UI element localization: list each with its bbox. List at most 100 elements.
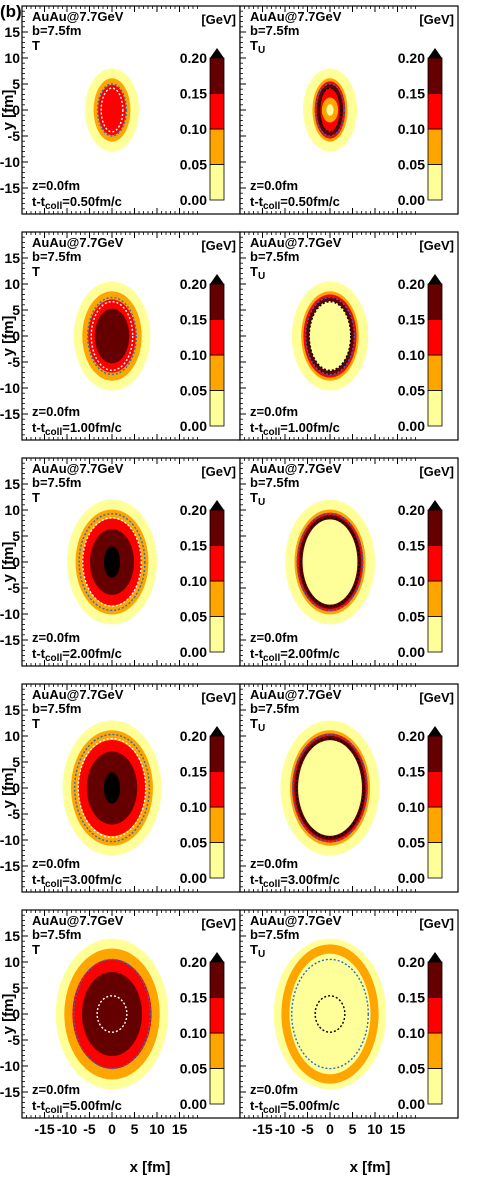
colorbar-tick-label: 0.15 (398, 764, 425, 780)
colorbar-tick-label: 0.15 (398, 538, 425, 554)
colorbar-tick-label: 0.15 (398, 990, 425, 1006)
y-tick-label: -15 (0, 632, 20, 648)
panel-T: 0.20 0.15 0.10 0.05 0.00 [GeV] AuAu@7.7GeVb=7.… (21, 457, 241, 667)
colorbar-tick-label: 0.10 (180, 347, 207, 363)
y-tick-label: -10 (0, 1058, 20, 1074)
colorbar-tick-label: 0.15 (180, 764, 207, 780)
time-label: t-tcoll=0.50fm/c (32, 194, 122, 212)
z-label: z=0.0fm (32, 856, 80, 871)
colorbar-segment (209, 961, 225, 998)
system-label: AuAu@7.7GeV (250, 687, 342, 702)
colorbar: 0.20 0.15 0.10 0.05 0.00 [GeV] (180, 12, 236, 208)
x-tick-label: -5 (301, 1121, 314, 1137)
colorbar-segment (427, 509, 443, 546)
panel-TU: 0.20 0.15 0.10 0.05 0.00 [GeV] AuAu@7.7GeVb=7.… (239, 909, 459, 1119)
panel-row: 0.200.150.100.050.00[GeV]AuAu@7.7GeVb=7.… (0, 909, 459, 1137)
colorbar-segment (209, 128, 225, 165)
y-axis-label: y [fm] (0, 994, 17, 1035)
colorbar-tick-label: 0.20 (398, 502, 425, 518)
quantity-label: T (32, 716, 40, 731)
z-label: z=0.0fm (32, 178, 80, 193)
colorbar: 0.20 0.15 0.10 0.05 0.00 [GeV] (180, 238, 236, 434)
colorbar-segment (427, 354, 443, 391)
x-tick-label: 0 (108, 1121, 116, 1137)
heatmap-level (326, 104, 334, 116)
colorbar-tick-label: 0.05 (398, 383, 425, 399)
contour-inner (318, 87, 342, 133)
colorbar-segment (427, 580, 443, 617)
time-label: t-tcoll=0.50fm/c (250, 194, 340, 212)
x-tick-label: -5 (83, 1121, 96, 1137)
x-tick-label: 15 (172, 1121, 188, 1137)
heatmap-core (103, 546, 121, 578)
panel-TU: 0.20 0.15 0.10 0.05 0.00 [GeV] AuAu@7.7GeVb=7.… (239, 5, 459, 215)
colorbar-segment (209, 806, 225, 843)
panel-T: 0.20 0.15 0.10 0.05 0.00 [GeV] AuAu@7.7GeVb=7.… (21, 5, 241, 215)
x-tick-label: -10 (57, 1121, 77, 1137)
y-tick-label: 0 (12, 328, 20, 344)
y-tick-label: 5 (12, 528, 20, 544)
colorbar-segment (209, 1032, 225, 1069)
colorbar-segment (427, 93, 443, 130)
colorbar: 0.20 0.15 0.10 0.05 0.00 [GeV] (180, 464, 236, 660)
colorbar: 0.20 0.15 0.10 0.05 0.00 [GeV] (398, 238, 454, 434)
colorbar-segment (209, 997, 225, 1034)
colorbar-tick-label: 0.10 (398, 347, 425, 363)
colorbar-tick-label: 0.05 (180, 383, 207, 399)
colorbar-extend-arrow (210, 500, 224, 510)
x-tick-label: 15 (390, 1121, 406, 1137)
colorbar-segment (209, 390, 225, 427)
quantity-label: TU (250, 716, 265, 734)
impact-label: b=7.5fm (250, 249, 300, 264)
colorbar-segment (209, 57, 225, 94)
colorbar-unit: [GeV] (419, 238, 454, 253)
y-tick-label: -5 (8, 580, 21, 596)
contour-outer (291, 733, 369, 843)
system-label: AuAu@7.7GeV (32, 9, 124, 24)
contour-inner (308, 300, 352, 372)
colorbar-segment (427, 961, 443, 998)
colorbar-extend-arrow (210, 48, 224, 58)
contour-inner (295, 737, 365, 839)
heatmap-level (98, 84, 126, 136)
colorbar-segment (427, 128, 443, 165)
x-tick-label: 10 (149, 1121, 165, 1137)
time-label: t-tcoll=1.00fm/c (250, 420, 340, 438)
y-tick-label: 10 (4, 276, 20, 292)
panel-T: 0.20 0.15 0.10 0.05 0.00 [GeV] AuAu@7.7GeVb=7.… (21, 231, 241, 441)
colorbar-segment (209, 283, 225, 320)
colorbar-tick-label: 0.00 (180, 870, 207, 886)
heatmap (73, 281, 151, 391)
colorbar-extend-arrow (210, 274, 224, 284)
heatmap-level (309, 301, 351, 371)
contour-inner (100, 87, 124, 133)
panel-TU: 0.20 0.15 0.10 0.05 0.00 [GeV] AuAu@7.7GeVb=7.… (239, 231, 459, 441)
colorbar-segment (427, 616, 443, 653)
colorbar-extend-arrow (428, 952, 442, 962)
contour-outer (305, 296, 356, 376)
colorbar-tick-label: 0.20 (180, 954, 207, 970)
y-tick-label: 15 (4, 476, 20, 492)
colorbar-segment (209, 580, 225, 617)
colorbar-tick-label: 0.15 (398, 86, 425, 102)
colorbar-segment (209, 545, 225, 582)
y-tick-label: 5 (12, 980, 20, 996)
z-label: z=0.0fm (250, 856, 298, 871)
impact-label: b=7.5fm (32, 475, 82, 490)
colorbar-segment (209, 319, 225, 356)
colorbar-tick-label: 0.05 (398, 1061, 425, 1077)
colorbar-segment (427, 57, 443, 94)
contour-outer (73, 958, 151, 1070)
figure-label: (b) (0, 2, 22, 21)
colorbar-tick-label: 0.15 (180, 312, 207, 328)
impact-label: b=7.5fm (250, 927, 300, 942)
colorbar: 0.20 0.15 0.10 0.05 0.00 [GeV] (398, 464, 454, 660)
quantity-label: TU (250, 264, 265, 282)
colorbar-extend-arrow (428, 274, 442, 284)
colorbar-tick-label: 0.05 (398, 157, 425, 173)
heatmap-level (94, 308, 130, 364)
colorbar-unit: [GeV] (419, 12, 454, 27)
y-tick-label: 10 (4, 728, 20, 744)
colorbar-segment (209, 93, 225, 130)
